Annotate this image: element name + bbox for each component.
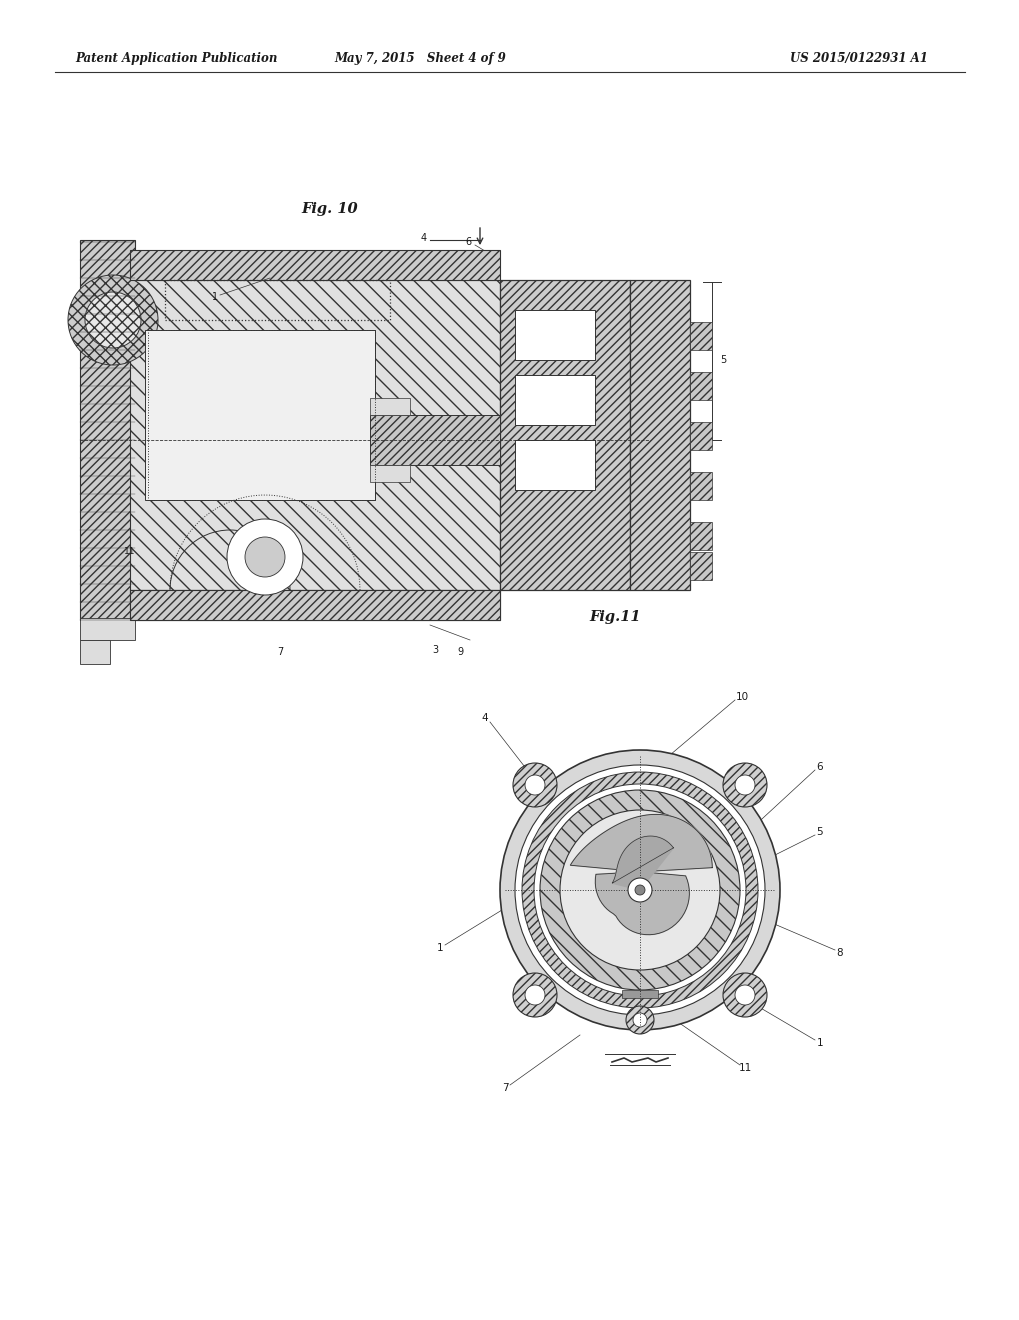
Text: 5: 5: [719, 355, 726, 366]
Circle shape: [525, 775, 544, 795]
Circle shape: [633, 1012, 646, 1027]
Text: 11: 11: [124, 548, 136, 557]
Bar: [689, 422, 711, 450]
Text: 13: 13: [657, 516, 668, 524]
Text: 9: 9: [457, 647, 463, 657]
Text: 3: 3: [431, 645, 437, 655]
Circle shape: [722, 763, 766, 807]
Bar: [515, 440, 594, 490]
Circle shape: [626, 1006, 653, 1034]
Circle shape: [515, 766, 764, 1015]
Bar: [689, 552, 711, 579]
Bar: [79, 640, 110, 664]
Text: 1: 1: [816, 1038, 822, 1048]
Text: Fig. 10: Fig. 10: [302, 202, 358, 216]
Circle shape: [534, 784, 745, 997]
Text: 5: 5: [816, 828, 822, 837]
Circle shape: [722, 973, 766, 1016]
Text: 1: 1: [212, 292, 218, 302]
Circle shape: [227, 519, 303, 595]
Polygon shape: [570, 814, 711, 935]
Text: 7: 7: [501, 1082, 507, 1093]
Bar: [129, 249, 499, 280]
Polygon shape: [611, 836, 673, 890]
Text: 6: 6: [816, 762, 822, 772]
Bar: [129, 280, 499, 590]
Bar: [79, 240, 135, 620]
Text: Fig.11: Fig.11: [589, 610, 640, 624]
Text: 4: 4: [421, 234, 427, 243]
Bar: [145, 330, 375, 500]
Circle shape: [628, 878, 651, 902]
Circle shape: [522, 772, 757, 1008]
Bar: [370, 465, 410, 482]
Circle shape: [513, 763, 556, 807]
Text: 1: 1: [436, 942, 443, 953]
Bar: [622, 990, 657, 998]
Circle shape: [513, 973, 556, 1016]
Text: 11: 11: [738, 1063, 751, 1073]
Text: May 7, 2015   Sheet 4 of 9: May 7, 2015 Sheet 4 of 9: [334, 51, 505, 65]
Text: US 2015/0122931 A1: US 2015/0122931 A1: [790, 51, 927, 65]
Circle shape: [539, 789, 739, 990]
Circle shape: [85, 292, 141, 348]
Circle shape: [735, 985, 754, 1005]
Bar: [499, 280, 630, 590]
Circle shape: [68, 275, 158, 366]
Text: 8: 8: [267, 576, 273, 585]
Text: 4: 4: [481, 713, 488, 723]
Circle shape: [245, 537, 284, 577]
Bar: [129, 590, 499, 620]
Bar: [689, 322, 711, 350]
Bar: [689, 521, 711, 550]
Bar: [515, 375, 594, 425]
Bar: [370, 399, 410, 414]
Bar: [630, 280, 689, 590]
Text: 8: 8: [836, 948, 843, 958]
Text: Patent Application Publication: Patent Application Publication: [75, 51, 277, 65]
Bar: [515, 310, 594, 360]
Bar: [79, 618, 135, 640]
Bar: [370, 414, 499, 465]
Bar: [689, 372, 711, 400]
Bar: [129, 590, 499, 620]
Text: 10: 10: [735, 692, 748, 702]
Bar: [689, 473, 711, 500]
Circle shape: [735, 775, 754, 795]
Circle shape: [499, 750, 780, 1030]
Text: 6: 6: [465, 238, 471, 247]
Text: 4: 4: [181, 355, 187, 366]
Circle shape: [525, 985, 544, 1005]
Text: 7: 7: [276, 647, 283, 657]
Text: 2: 2: [197, 414, 203, 425]
Circle shape: [635, 884, 644, 895]
Circle shape: [559, 810, 719, 970]
